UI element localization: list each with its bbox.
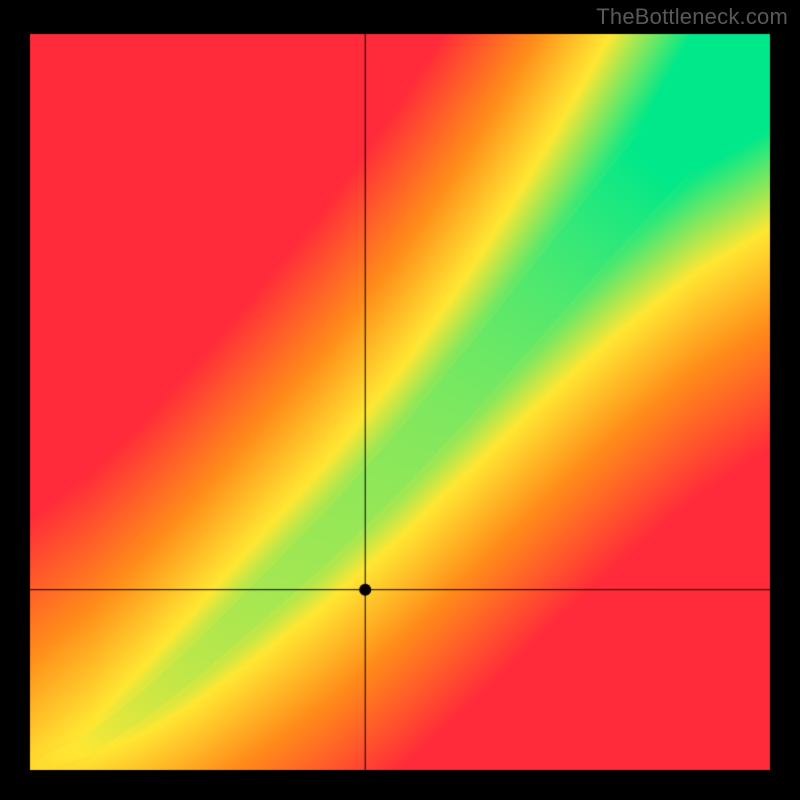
chart-container: TheBottleneck.com <box>0 0 800 800</box>
heatmap-canvas <box>0 0 800 800</box>
watermark-text: TheBottleneck.com <box>596 4 788 30</box>
